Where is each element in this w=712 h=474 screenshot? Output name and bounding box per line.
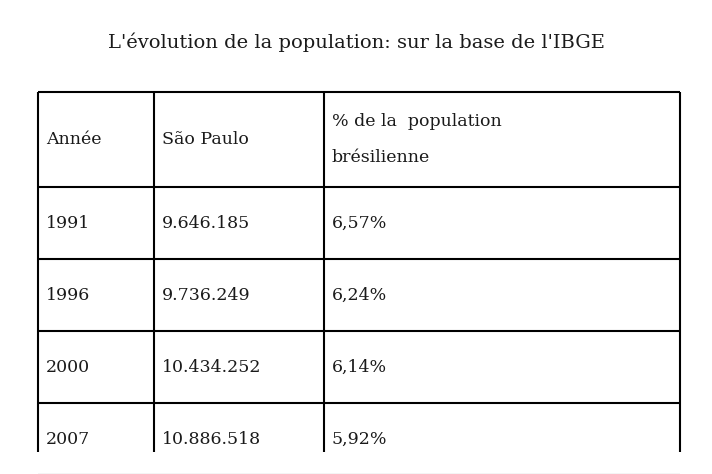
- Text: 6,14%: 6,14%: [332, 358, 387, 375]
- Text: São Paulo: São Paulo: [162, 131, 248, 148]
- Text: 2000: 2000: [46, 358, 90, 375]
- Text: 2007: 2007: [46, 430, 90, 447]
- Text: Année: Année: [46, 131, 102, 148]
- Text: brésilienne: brésilienne: [332, 149, 430, 166]
- Text: 9.646.185: 9.646.185: [162, 215, 250, 231]
- Text: 6,57%: 6,57%: [332, 215, 387, 231]
- Text: % de la  population: % de la population: [332, 113, 501, 130]
- Text: 1991: 1991: [46, 215, 90, 231]
- Text: L'évolution de la population: sur la base de l'IBGE: L'évolution de la population: sur la bas…: [108, 32, 604, 52]
- Text: 9.736.249: 9.736.249: [162, 286, 250, 303]
- Text: 1996: 1996: [46, 286, 90, 303]
- Text: 5,92%: 5,92%: [332, 430, 387, 447]
- Text: 10.886.518: 10.886.518: [162, 430, 261, 447]
- Text: 10.434.252: 10.434.252: [162, 358, 261, 375]
- Text: 6,24%: 6,24%: [332, 286, 387, 303]
